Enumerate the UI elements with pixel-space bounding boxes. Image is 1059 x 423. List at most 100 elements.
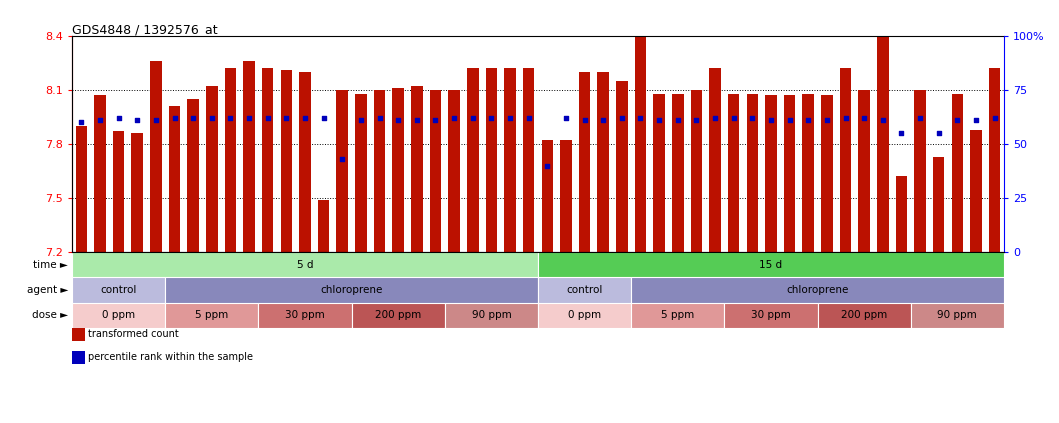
Bar xyxy=(634,36,646,252)
Bar xyxy=(113,132,124,252)
Bar xyxy=(225,69,236,252)
Bar xyxy=(970,129,982,252)
Bar xyxy=(165,277,538,302)
Bar xyxy=(728,93,739,252)
Bar xyxy=(631,277,1004,302)
Point xyxy=(576,117,593,124)
Point xyxy=(706,115,723,121)
Bar xyxy=(747,93,758,252)
Bar xyxy=(579,72,590,252)
Point xyxy=(464,115,481,121)
Point xyxy=(91,117,108,124)
Bar xyxy=(896,176,908,252)
Bar xyxy=(859,90,869,252)
Text: dose ►: dose ► xyxy=(32,310,68,320)
Point xyxy=(316,115,333,121)
Point xyxy=(762,117,779,124)
Bar xyxy=(818,302,911,328)
Bar xyxy=(72,277,165,302)
Text: 30 ppm: 30 ppm xyxy=(751,310,791,320)
Point xyxy=(632,115,649,121)
Bar xyxy=(448,90,460,252)
Bar xyxy=(168,106,180,252)
Bar xyxy=(538,252,1004,277)
Point xyxy=(483,115,500,121)
Bar xyxy=(504,69,516,252)
Point xyxy=(520,115,537,121)
Bar xyxy=(653,93,665,252)
Point xyxy=(782,117,798,124)
Point xyxy=(893,130,910,137)
Point xyxy=(856,115,873,121)
Point xyxy=(353,117,370,124)
Point xyxy=(184,115,201,121)
Text: 200 ppm: 200 ppm xyxy=(841,310,887,320)
Point xyxy=(446,115,463,121)
Bar xyxy=(840,69,851,252)
Point xyxy=(819,117,836,124)
Bar xyxy=(784,96,795,252)
Text: 30 ppm: 30 ppm xyxy=(285,310,325,320)
Bar xyxy=(724,302,818,328)
Bar xyxy=(94,96,106,252)
Point xyxy=(613,115,630,121)
Point xyxy=(968,117,985,124)
Text: chloroprene: chloroprene xyxy=(321,285,382,295)
Point xyxy=(837,115,854,121)
Point xyxy=(949,117,966,124)
Bar xyxy=(187,99,199,252)
Point xyxy=(688,117,705,124)
Point xyxy=(595,117,612,124)
Text: transformed count: transformed count xyxy=(88,329,179,339)
Point xyxy=(110,115,127,121)
Bar xyxy=(710,69,721,252)
Bar xyxy=(445,302,538,328)
Point xyxy=(986,115,1003,121)
Point xyxy=(240,115,257,121)
Bar xyxy=(803,93,814,252)
Bar xyxy=(207,86,217,252)
Text: 90 ppm: 90 ppm xyxy=(937,310,977,320)
Point xyxy=(334,156,351,162)
Text: GDS4848 / 1392576_at: GDS4848 / 1392576_at xyxy=(72,23,218,36)
Point xyxy=(147,117,164,124)
Text: control: control xyxy=(567,285,603,295)
Bar xyxy=(374,90,385,252)
Text: 0 ppm: 0 ppm xyxy=(568,310,602,320)
Text: 5 ppm: 5 ppm xyxy=(195,310,229,320)
Bar xyxy=(467,69,479,252)
Text: percentile rank within the sample: percentile rank within the sample xyxy=(88,352,253,363)
Point xyxy=(129,117,146,124)
Text: 5 ppm: 5 ppm xyxy=(661,310,695,320)
Bar xyxy=(672,93,683,252)
Text: 200 ppm: 200 ppm xyxy=(375,310,421,320)
Point xyxy=(650,117,667,124)
Point xyxy=(502,115,519,121)
Text: 5 d: 5 d xyxy=(297,260,313,270)
Point xyxy=(743,115,760,121)
Bar xyxy=(318,200,329,252)
Bar xyxy=(411,86,423,252)
Text: time ►: time ► xyxy=(34,260,68,270)
Bar xyxy=(244,61,255,252)
Point xyxy=(371,115,388,121)
Point xyxy=(800,117,816,124)
Bar xyxy=(75,126,87,252)
Point xyxy=(725,115,742,121)
Point xyxy=(277,115,294,121)
Bar xyxy=(72,302,165,328)
Bar xyxy=(258,302,352,328)
Bar xyxy=(766,96,776,252)
Point xyxy=(669,117,686,124)
Bar xyxy=(150,61,162,252)
Point xyxy=(73,119,90,126)
Bar xyxy=(821,96,832,252)
Bar xyxy=(690,90,702,252)
Bar xyxy=(300,72,310,252)
Bar xyxy=(430,90,442,252)
Point xyxy=(390,117,407,124)
Point xyxy=(297,115,313,121)
Point xyxy=(875,117,892,124)
Bar xyxy=(337,90,348,252)
Bar xyxy=(486,69,497,252)
